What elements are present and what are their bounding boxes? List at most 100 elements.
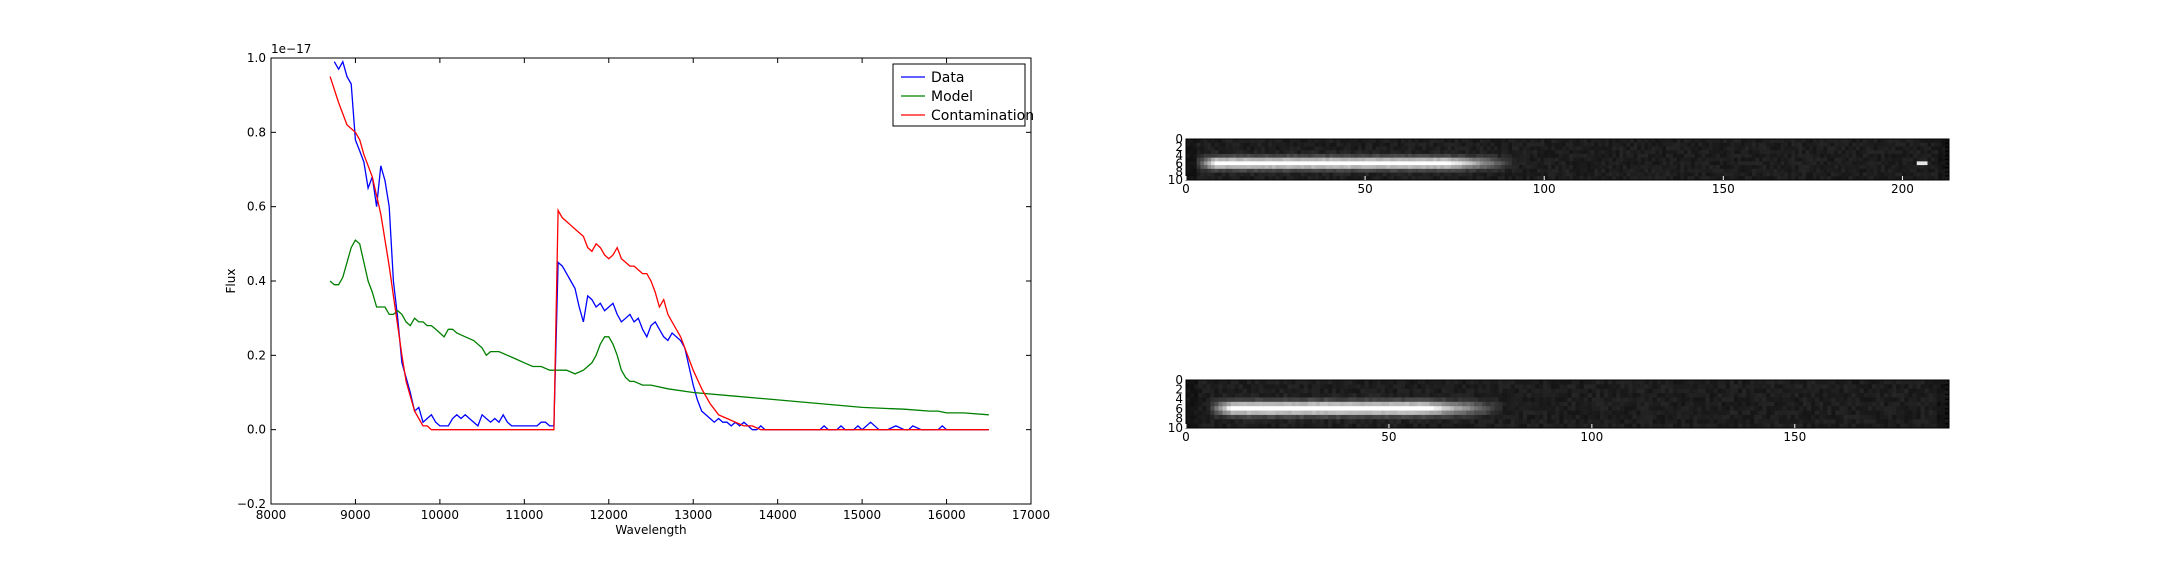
image-pixel (1859, 384, 1865, 390)
image-pixel (1934, 157, 1939, 162)
image-pixel (1681, 419, 1686, 425)
image-pixel (1816, 150, 1821, 155)
image-pixel (1379, 142, 1384, 147)
image-pixel (1297, 146, 1302, 151)
image-pixel (1243, 168, 1248, 173)
image-pixel (1336, 423, 1341, 429)
image-pixel (1717, 406, 1723, 411)
image-pixel (1773, 161, 1778, 166)
image-pixel (1755, 157, 1760, 162)
image-pixel (1787, 161, 1792, 166)
image-pixel (1490, 393, 1495, 398)
image-pixel (1225, 165, 1230, 170)
image-pixel (1820, 146, 1825, 151)
image-pixel (1304, 165, 1309, 170)
image-pixel (1198, 380, 1203, 385)
image-pixel (1866, 157, 1871, 162)
image-pixel (1716, 139, 1721, 144)
image-pixel (1916, 423, 1921, 429)
image-pixel (1282, 172, 1287, 177)
image-pixel (1214, 423, 1219, 429)
image-pixel (1912, 397, 1917, 403)
image-pixel (1673, 393, 1678, 398)
image-pixel (1279, 157, 1284, 162)
image-pixel (1794, 172, 1799, 177)
image-pixel (1261, 157, 1266, 162)
image-pixel (1268, 139, 1273, 144)
image-pixel (1787, 176, 1792, 181)
image-pixel (1626, 168, 1631, 173)
image-pixel (1705, 150, 1710, 155)
image-pixel (1815, 414, 1820, 420)
image-pixel (1839, 380, 1844, 385)
image-pixel (1539, 397, 1544, 403)
image-pixel (1300, 161, 1305, 166)
image-pixel (1275, 150, 1280, 155)
image-pixel (1855, 393, 1861, 398)
image-pixel (1214, 176, 1219, 181)
image-pixel (1892, 401, 1897, 407)
image-pixel (1502, 401, 1508, 407)
image-pixel (1254, 410, 1260, 416)
image-pixel (1307, 423, 1313, 429)
image-pixel (1453, 388, 1459, 394)
image-pixel (1656, 410, 1662, 416)
image-pixel (1386, 161, 1391, 166)
image-pixel (1900, 388, 1905, 394)
image-pixel (1701, 165, 1706, 170)
image-pixel (1938, 142, 1943, 147)
image-pixel (1870, 146, 1875, 151)
image-pixel (1194, 393, 1199, 398)
image-pixel (1580, 165, 1585, 170)
image-pixel (1453, 414, 1459, 420)
image-pixel (1624, 380, 1629, 385)
image-pixel (1898, 168, 1903, 173)
image-pixel (1895, 168, 1900, 173)
image-pixel (1719, 161, 1724, 166)
image-pixel (1908, 414, 1913, 420)
image-pixel (1226, 414, 1232, 420)
image-pixel (1479, 172, 1484, 177)
image-pixel (1275, 146, 1280, 151)
image-pixel (1494, 153, 1499, 159)
image-pixel (1616, 406, 1621, 411)
image-pixel (1906, 139, 1910, 144)
image-pixel (1250, 161, 1255, 166)
image-pixel (1555, 419, 1560, 425)
image-pixel (1787, 146, 1792, 151)
image-pixel (1916, 142, 1921, 147)
image-pixel (1565, 150, 1570, 155)
image-pixel (1329, 142, 1334, 147)
image-pixel (1497, 161, 1502, 166)
image-pixel (1551, 146, 1556, 151)
image-pixel (1884, 168, 1889, 173)
image-pixel (1311, 401, 1317, 407)
image-pixel (1777, 146, 1782, 151)
image-pixel (1726, 176, 1731, 181)
image-pixel (1497, 146, 1502, 151)
image-pixel (1624, 414, 1629, 420)
image-pixel (1454, 176, 1459, 181)
image-pixel (1551, 406, 1556, 411)
image-pixel (1279, 397, 1284, 403)
image-pixel (1583, 406, 1589, 411)
image-pixel (1575, 414, 1581, 420)
x-tick-label: 8000 (256, 508, 287, 522)
image-pixel (1210, 380, 1215, 385)
image-pixel (1490, 172, 1495, 177)
image-pixel (1734, 165, 1739, 170)
image-pixel (1945, 153, 1950, 159)
image-pixel (1778, 414, 1783, 420)
image-pixel (1289, 157, 1294, 162)
image-pixel (1311, 168, 1316, 173)
image-pixel (1551, 414, 1556, 420)
image-pixel (1211, 176, 1216, 181)
image-pixel (1400, 150, 1405, 155)
image-pixel (1737, 380, 1743, 385)
image-pixel (1307, 139, 1312, 144)
image-pixel (1798, 406, 1804, 411)
image-pixel (1595, 401, 1601, 407)
image-pixel (1701, 419, 1706, 425)
image-pixel (1494, 393, 1499, 398)
image-pixel (1640, 384, 1646, 390)
